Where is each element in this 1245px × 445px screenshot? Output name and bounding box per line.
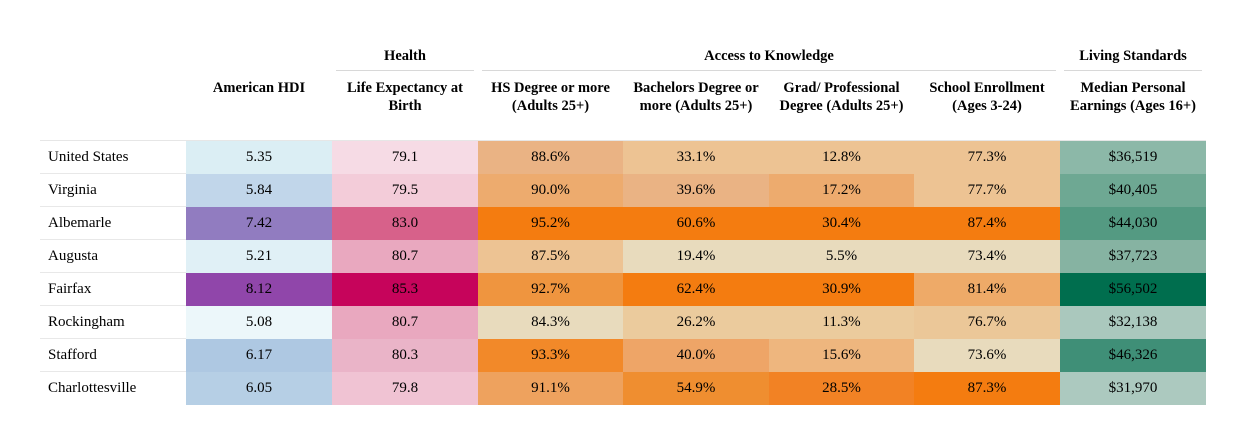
row-label: Rockingham <box>48 314 125 330</box>
group-header: Health <box>332 47 478 71</box>
table-cell: 8.12 <box>186 273 332 306</box>
table-cell: 80.3 <box>332 339 478 372</box>
table-cell: 26.2% <box>623 306 769 339</box>
table-cell: 5.21 <box>186 240 332 273</box>
table-cell: $46,326 <box>1060 339 1206 372</box>
group-header-underline <box>336 70 474 71</box>
table-cell: 15.6% <box>769 339 914 372</box>
table-cell: 76.7% <box>914 306 1060 339</box>
group-header-label: Living Standards <box>1079 48 1187 64</box>
row-label: Virginia <box>48 182 97 198</box>
table-cell: 87.5% <box>478 240 623 273</box>
row-divider <box>40 338 186 339</box>
table-cell: 12.8% <box>769 141 914 174</box>
row-divider <box>40 206 186 207</box>
column-header: Median Personal Earnings (Ages 16+) <box>1070 80 1196 114</box>
table-cell: 84.3% <box>478 306 623 339</box>
table-cell: 40.0% <box>623 339 769 372</box>
table-cell: 33.1% <box>623 141 769 174</box>
table-row: Charlottesville 6.05 79.8 91.1% 54.9% 28.5% 87… <box>40 372 1206 405</box>
column-header: Bachelors Degree or more (Adults 25+) <box>633 80 759 114</box>
table-cell: 5.84 <box>186 174 332 207</box>
table-row: United States 5.35 79.1 88.6% 33.1% 12.8% 77.3… <box>40 141 1206 174</box>
table-cell: 11.3% <box>769 306 914 339</box>
table-row: Fairfax 8.12 85.3 92.7% 62.4% 30.9% 81.4% $56,5… <box>40 273 1206 306</box>
table-cell: 87.3% <box>914 372 1060 405</box>
table-cell: $32,138 <box>1060 306 1206 339</box>
table-cell: 77.3% <box>914 141 1060 174</box>
table-cell: 85.3 <box>332 273 478 306</box>
table-cell: 28.5% <box>769 372 914 405</box>
table-cell: 6.05 <box>186 372 332 405</box>
group-header-label: Access to Knowledge <box>704 48 834 64</box>
column-header: School Enrollment (Ages 3-24) <box>929 80 1045 114</box>
table-cell: 80.7 <box>332 306 478 339</box>
group-header: Access to Knowledge <box>478 47 1060 71</box>
row-label: Charlottesville <box>48 380 137 396</box>
group-header-underline <box>482 70 1056 71</box>
row-label: Fairfax <box>48 281 92 297</box>
table-cell: 83.0 <box>332 207 478 240</box>
table-row: Albemarle 7.42 83.0 95.2% 60.6% 30.4% 87.4% $44… <box>40 207 1206 240</box>
table-cell: 17.2% <box>769 174 914 207</box>
table-cell: 95.2% <box>478 207 623 240</box>
table-cell: 77.7% <box>914 174 1060 207</box>
table-cell: 93.3% <box>478 339 623 372</box>
table-row: Stafford 6.17 80.3 93.3% 40.0% 15.6% 73.6% $46,… <box>40 339 1206 372</box>
table-cell: 88.6% <box>478 141 623 174</box>
row-label: United States <box>48 149 129 165</box>
row-label: Stafford <box>48 347 97 363</box>
table-cell: 5.35 <box>186 141 332 174</box>
table-cell: 91.1% <box>478 372 623 405</box>
table-cell: 73.4% <box>914 240 1060 273</box>
table-cell: 7.42 <box>186 207 332 240</box>
table-row: Rockingham 5.08 80.7 84.3% 26.2% 11.3% 76.7% $3… <box>40 306 1206 339</box>
header-divider <box>40 140 1206 141</box>
table-cell: 81.4% <box>914 273 1060 306</box>
row-label: Albemarle <box>48 215 112 231</box>
column-header: Grad/ Professional Degree (Adults 25+) <box>779 80 904 114</box>
row-label: Augusta <box>48 248 98 264</box>
table-cell: 92.7% <box>478 273 623 306</box>
group-header: Living Standards <box>1060 47 1206 71</box>
table-cell: 79.5 <box>332 174 478 207</box>
table-cell: $44,030 <box>1060 207 1206 240</box>
table-cell: 62.4% <box>623 273 769 306</box>
table-cell: 60.6% <box>623 207 769 240</box>
table-cell: 79.8 <box>332 372 478 405</box>
row-divider <box>40 371 186 372</box>
table-cell: 87.4% <box>914 207 1060 240</box>
table-cell: 30.9% <box>769 273 914 306</box>
group-header-underline <box>1064 70 1202 71</box>
table-cell: $36,519 <box>1060 141 1206 174</box>
table-cell: 6.17 <box>186 339 332 372</box>
table-cell: 5.5% <box>769 240 914 273</box>
column-header: American HDI <box>212 80 306 96</box>
table-cell: $40,405 <box>1060 174 1206 207</box>
row-divider <box>40 272 186 273</box>
column-header: HS Degree or more (Adults 25+) <box>491 80 610 114</box>
table-cell: $56,502 <box>1060 273 1206 306</box>
column-header: Life Expectancy at Birth <box>347 80 463 114</box>
table-cell: 73.6% <box>914 339 1060 372</box>
table-cell: 90.0% <box>478 174 623 207</box>
table-cell: 5.08 <box>186 306 332 339</box>
row-divider <box>40 239 186 240</box>
row-divider <box>40 305 186 306</box>
table-row: Virginia 5.84 79.5 90.0% 39.6% 17.2% 77.7% $40,… <box>40 174 1206 207</box>
table-cell: $37,723 <box>1060 240 1206 273</box>
table-cell: 30.4% <box>769 207 914 240</box>
row-divider <box>40 173 186 174</box>
table-cell: $31,970 <box>1060 372 1206 405</box>
group-header-label: Health <box>384 48 426 64</box>
table-row: Augusta 5.21 80.7 87.5% 19.4% 5.5% 73.4% $37,72… <box>40 240 1206 273</box>
table-cell: 80.7 <box>332 240 478 273</box>
table-cell: 54.9% <box>623 372 769 405</box>
table-cell: 39.6% <box>623 174 769 207</box>
table-cell: 19.4% <box>623 240 769 273</box>
table-cell: 79.1 <box>332 141 478 174</box>
